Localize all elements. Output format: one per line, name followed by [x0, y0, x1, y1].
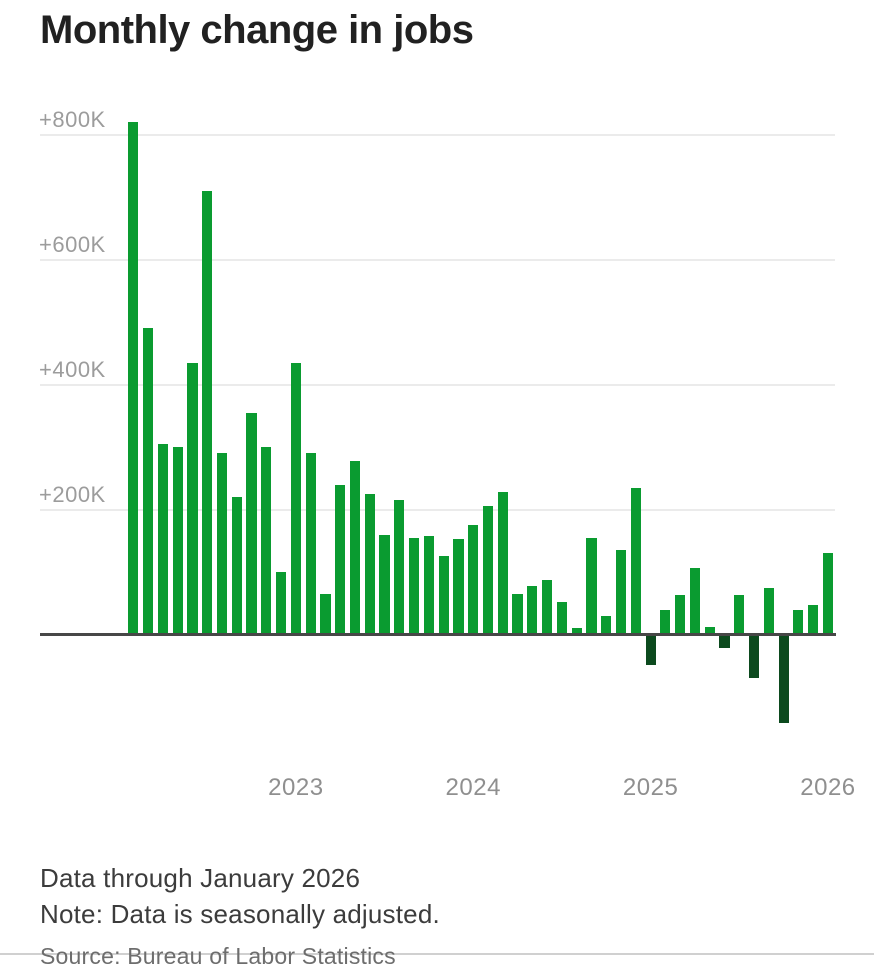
zero-axis-line: [40, 633, 836, 636]
bar-oct-2022: [246, 412, 257, 635]
bar-sep-2023: [409, 537, 420, 635]
bar-feb-2023: [305, 453, 316, 635]
bar-nov-2022: [261, 447, 272, 635]
bar-jun-2024: [542, 579, 553, 635]
bar-jul-2025: [734, 595, 745, 635]
y-axis-tick-label: +800K: [39, 106, 106, 132]
bar-jul-2023: [379, 534, 390, 635]
x-axis-year-label-2024: 2024: [445, 774, 501, 801]
gridline-+600K: [40, 258, 835, 261]
bar-jan-2023: [290, 362, 301, 635]
bar-oct-2024: [601, 615, 612, 635]
source-divider-line: [0, 953, 874, 955]
gridline-+800K: [40, 133, 835, 136]
y-axis-tick-label: +200K: [39, 481, 106, 507]
data-through-note: Data through January 2026: [40, 863, 361, 893]
chart-footnotes: Data through January 2026 Note: Data is …: [40, 860, 440, 932]
bar-feb-2025: [660, 609, 671, 635]
gridline-+400K: [40, 383, 835, 386]
seasonal-adjustment-note: Note: Data is seasonally adjusted.: [40, 899, 440, 929]
bar-apr-2022: [157, 443, 168, 635]
bar-apr-2023: [335, 484, 346, 635]
bar-may-2025: [704, 627, 715, 635]
bar-sep-2024: [586, 538, 597, 635]
bar-aug-2023: [394, 499, 405, 635]
bar-jan-2026: [822, 553, 834, 635]
x-axis-year-label-2023: 2023: [268, 774, 324, 801]
bar-nov-2025: [793, 609, 804, 635]
bar-apr-2024: [512, 593, 523, 635]
bar-may-2023: [349, 461, 361, 635]
x-axis-year-label-2026: 2026: [800, 774, 856, 801]
bar-mar-2023: [320, 593, 331, 635]
bar-jul-2024: [556, 602, 567, 635]
bar-jul-2022: [202, 190, 213, 635]
bar-sep-2025: [763, 587, 774, 635]
y-axis-tick-label: +600K: [39, 231, 106, 257]
bar-aug-2025: [748, 635, 760, 678]
bar-may-2024: [527, 585, 538, 635]
bar-mar-2025: [675, 594, 686, 635]
bar-sep-2022: [231, 497, 242, 635]
bar-jun-2023: [364, 493, 375, 635]
x-axis-year-label-2025: 2025: [622, 774, 679, 801]
gridline-+200K: [40, 508, 835, 511]
bar-feb-2022: [128, 122, 139, 635]
source-attribution: Source: Bureau of Labor Statistics: [40, 943, 396, 969]
bar-dec-2025: [808, 605, 819, 635]
bar-may-2022: [172, 447, 183, 635]
bar-mar-2022: [142, 328, 154, 635]
bar-oct-2025: [778, 635, 789, 723]
bar-jan-2025: [645, 635, 656, 665]
bar-dec-2023: [453, 538, 464, 635]
bar-aug-2024: [571, 628, 582, 635]
bar-oct-2023: [423, 535, 434, 635]
y-axis-tick-label: +400K: [39, 356, 106, 382]
bar-feb-2024: [482, 506, 494, 635]
bar-dec-2022: [276, 572, 287, 635]
bar-dec-2024: [630, 487, 641, 635]
bar-mar-2024: [497, 492, 508, 635]
bar-apr-2025: [689, 568, 701, 635]
chart-title: Monthly change in jobs: [40, 8, 474, 52]
bar-jun-2022: [187, 362, 198, 635]
bar-nov-2024: [615, 550, 627, 635]
bar-nov-2023: [438, 556, 449, 635]
bar-jun-2025: [719, 635, 730, 648]
bar-aug-2022: [216, 453, 228, 635]
bar-jan-2024: [468, 525, 479, 635]
